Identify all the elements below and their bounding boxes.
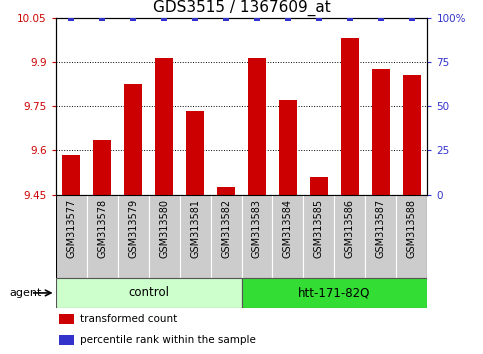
Bar [117, 195, 149, 278]
Bar [303, 195, 334, 278]
Text: GSM313582: GSM313582 [221, 199, 231, 258]
Bar [93, 140, 112, 195]
Bar [272, 195, 303, 278]
Bar [62, 155, 80, 195]
Bar [186, 110, 204, 195]
Text: GSM313588: GSM313588 [407, 199, 417, 258]
Bar [149, 195, 180, 278]
Bar [86, 195, 117, 278]
Text: GSM313578: GSM313578 [97, 199, 107, 258]
Text: GSM313587: GSM313587 [376, 199, 386, 258]
Bar [341, 38, 359, 195]
Text: GSM313584: GSM313584 [283, 199, 293, 258]
Bar [248, 58, 266, 195]
Bar [372, 69, 390, 195]
Text: GSM313585: GSM313585 [314, 199, 324, 258]
Bar [180, 195, 211, 278]
Text: agent: agent [10, 288, 42, 298]
Text: percentile rank within the sample: percentile rank within the sample [80, 335, 256, 345]
Bar [56, 195, 86, 278]
Text: GSM313579: GSM313579 [128, 199, 138, 258]
Text: GSM313577: GSM313577 [66, 199, 76, 258]
Text: GSM313586: GSM313586 [345, 199, 355, 258]
Bar [242, 278, 427, 308]
Text: transformed count: transformed count [80, 314, 177, 324]
Bar [334, 195, 366, 278]
Text: htt-171-82Q: htt-171-82Q [298, 286, 370, 299]
Bar [310, 177, 328, 195]
Bar [366, 195, 397, 278]
Bar [397, 195, 427, 278]
Bar [211, 195, 242, 278]
Bar [403, 75, 421, 195]
Text: GSM313583: GSM313583 [252, 199, 262, 258]
Bar [155, 58, 173, 195]
Bar [59, 314, 74, 324]
Bar [279, 100, 297, 195]
Title: GDS3515 / 1367609_at: GDS3515 / 1367609_at [153, 0, 330, 16]
Bar [124, 84, 142, 195]
Bar [217, 187, 235, 195]
Text: control: control [128, 286, 169, 299]
Text: GSM313581: GSM313581 [190, 199, 200, 258]
Bar [59, 335, 74, 345]
Bar [242, 195, 272, 278]
Bar [56, 278, 242, 308]
Text: GSM313580: GSM313580 [159, 199, 169, 258]
